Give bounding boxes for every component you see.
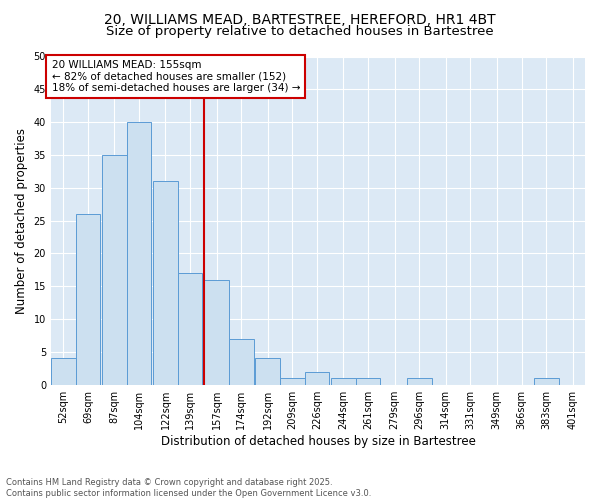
Bar	[76, 214, 100, 384]
Bar	[51, 358, 76, 384]
Bar	[229, 339, 254, 384]
Y-axis label: Number of detached properties: Number of detached properties	[15, 128, 28, 314]
Bar	[305, 372, 329, 384]
Bar	[127, 122, 151, 384]
Bar	[331, 378, 356, 384]
Bar	[153, 181, 178, 384]
Text: 20 WILLIAMS MEAD: 155sqm
← 82% of detached houses are smaller (152)
18% of semi-: 20 WILLIAMS MEAD: 155sqm ← 82% of detach…	[52, 60, 300, 93]
Bar	[205, 280, 229, 384]
Text: Size of property relative to detached houses in Bartestree: Size of property relative to detached ho…	[106, 25, 494, 38]
X-axis label: Distribution of detached houses by size in Bartestree: Distribution of detached houses by size …	[161, 434, 475, 448]
Bar	[178, 273, 202, 384]
Bar	[280, 378, 305, 384]
Text: 20, WILLIAMS MEAD, BARTESTREE, HEREFORD, HR1 4BT: 20, WILLIAMS MEAD, BARTESTREE, HEREFORD,…	[104, 12, 496, 26]
Bar	[256, 358, 280, 384]
Bar	[102, 155, 127, 384]
Bar	[356, 378, 380, 384]
Text: Contains HM Land Registry data © Crown copyright and database right 2025.
Contai: Contains HM Land Registry data © Crown c…	[6, 478, 371, 498]
Bar	[407, 378, 431, 384]
Bar	[534, 378, 559, 384]
